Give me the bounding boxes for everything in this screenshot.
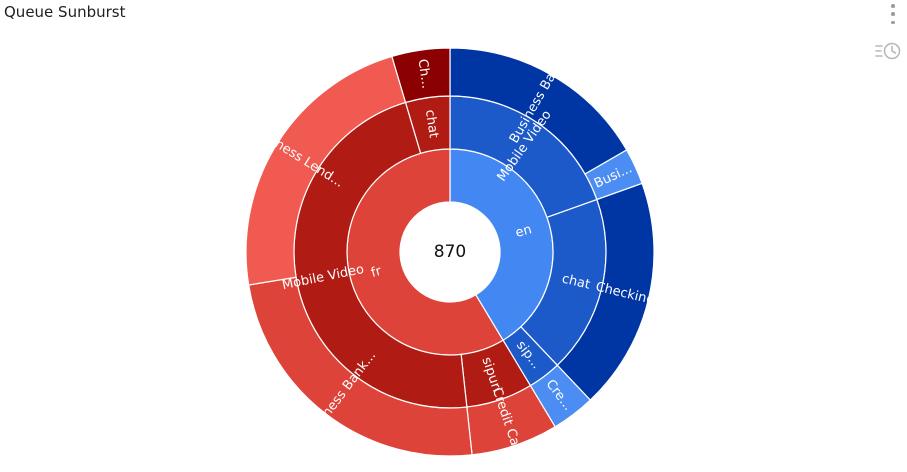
chart-title: Queue Sunburst: [4, 3, 126, 21]
sunburst-segment[interactable]: [391, 47, 451, 104]
more-vert-icon[interactable]: [885, 4, 901, 24]
menu-dot: [891, 4, 895, 8]
center-total-label: 870: [434, 242, 466, 262]
segment-label: en: [514, 222, 534, 241]
history-icon[interactable]: [874, 40, 902, 62]
segment-label: fr: [370, 264, 384, 281]
menu-dot: [891, 12, 895, 16]
segment-label: chat: [422, 109, 441, 139]
segment-label: chat: [560, 272, 591, 293]
center-hole: [400, 202, 500, 302]
segment-label: Ch...: [415, 58, 434, 90]
menu-dot: [891, 20, 895, 24]
